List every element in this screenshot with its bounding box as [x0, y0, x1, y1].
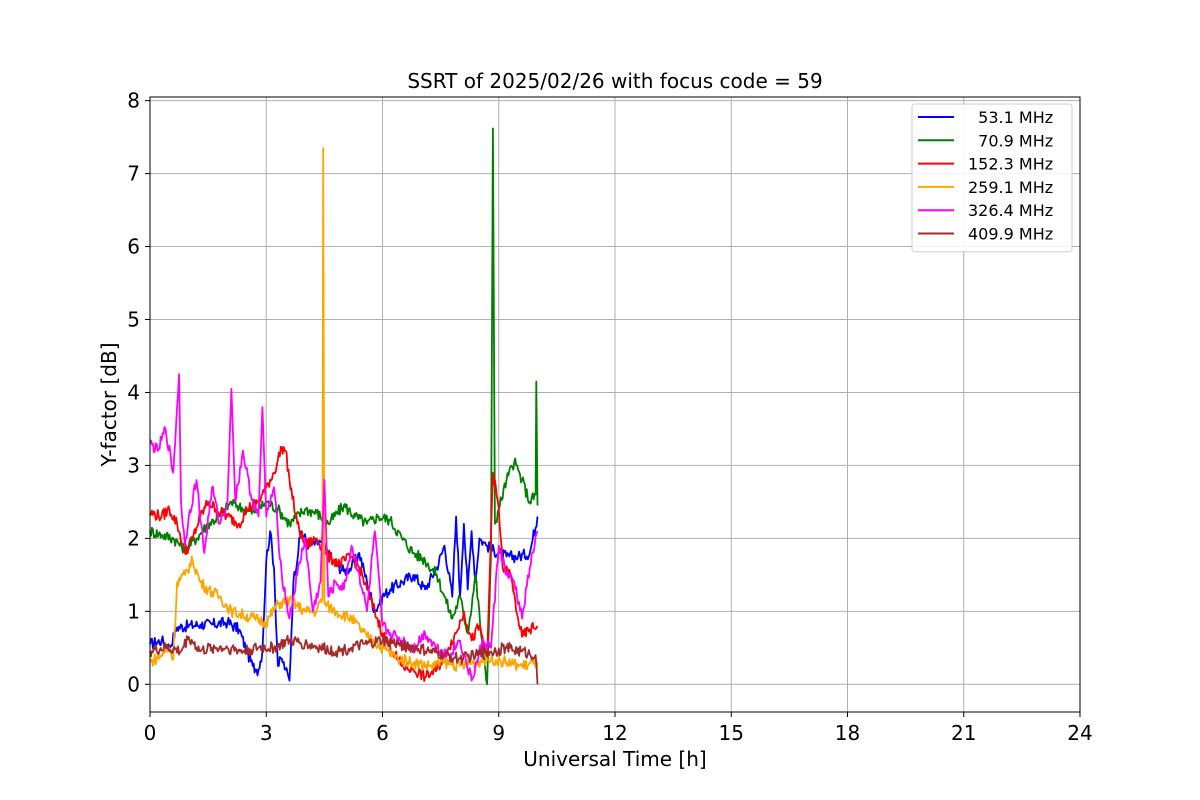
y-tick-label: 0 [127, 672, 140, 696]
series-line-70-9-mhz [149, 127, 539, 686]
chart-title: SSRT of 2025/02/26 with focus code = 59 [407, 69, 822, 93]
x-tick-label: 15 [719, 721, 744, 745]
series-line-152-3-mhz [149, 445, 539, 682]
x-axis-label: Universal Time [h] [523, 747, 706, 771]
x-tick-label: 0 [144, 721, 157, 745]
x-tick-label: 9 [492, 721, 505, 745]
y-tick-label: 6 [127, 235, 140, 259]
x-tick-label: 12 [602, 721, 627, 745]
series-line-259-1-mhz [149, 147, 539, 672]
series-line-53-1-mhz [149, 515, 539, 682]
series-line-409-9-mhz [149, 634, 539, 685]
y-tick-label: 5 [127, 308, 140, 332]
legend-label: 409.9 MHz [968, 225, 1053, 244]
x-tick-label: 6 [376, 721, 389, 745]
y-tick-label: 7 [127, 162, 140, 186]
legend-label: 70.9 MHz [968, 131, 1053, 150]
y-tick-label: 2 [127, 526, 140, 550]
legend-label: 152.3 MHz [968, 155, 1053, 174]
x-tick-label: 24 [1067, 721, 1092, 745]
y-axis-label: Y-factor [dB] [97, 342, 121, 467]
legend-label: 326.4 MHz [968, 201, 1053, 220]
legend-label: 53.1 MHz [968, 108, 1053, 127]
legend: 53.1 MHz 70.9 MHz 152.3 MHz 259.1 MHz 326.4… [911, 103, 1073, 253]
y-tick-label: 4 [127, 380, 140, 404]
x-tick-label: 21 [951, 721, 976, 745]
y-tick-label: 8 [127, 89, 140, 113]
legend-label: 259.1 MHz [968, 178, 1053, 197]
series-line-326-4-mhz [149, 373, 539, 682]
y-tick-label: 1 [127, 599, 140, 623]
y-tick-label: 3 [127, 453, 140, 477]
series-layer [149, 127, 539, 686]
x-tick-label: 18 [835, 721, 860, 745]
x-tick-label: 3 [260, 721, 273, 745]
